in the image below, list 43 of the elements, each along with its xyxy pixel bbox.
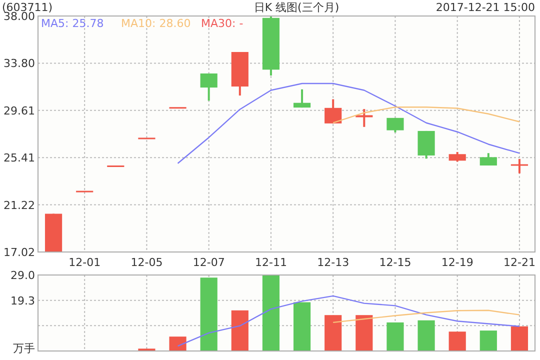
chart-title: 日K 线图(三个月) — [254, 1, 340, 14]
bar — [510, 326, 528, 351]
bar — [480, 330, 497, 351]
ytick: 21.22 — [4, 198, 35, 212]
ytick: 29.61 — [4, 104, 35, 118]
ytick: 万手 — [13, 342, 35, 355]
bar — [386, 322, 404, 351]
bar — [418, 320, 435, 351]
bar — [324, 315, 342, 351]
bar — [231, 310, 248, 351]
bar — [448, 332, 466, 351]
bar — [262, 275, 280, 351]
candlestick — [480, 152, 497, 166]
ytick: 29.0 — [10, 269, 35, 282]
xtick: 12-07 — [192, 256, 225, 269]
candlestick — [200, 72, 218, 102]
legend: MA10: 28.60 — [121, 17, 191, 30]
candlestick — [510, 158, 528, 174]
ytick: 17.02 — [4, 246, 35, 259]
bar — [200, 278, 218, 351]
candlestick — [356, 108, 373, 128]
ytick: 33.80 — [4, 57, 35, 70]
xtick: 12-13 — [317, 256, 350, 269]
candlestick — [293, 88, 311, 109]
xtick: 12-01 — [68, 256, 101, 269]
text: 2017-12-21 15:00 — [436, 1, 535, 14]
xtick: 12-15 — [379, 256, 412, 269]
legend: MA30: - — [201, 17, 244, 30]
xtick: 12-05 — [130, 256, 163, 269]
line-series — [177, 295, 520, 347]
xtick: 12-21 — [503, 256, 536, 269]
bar — [169, 336, 186, 351]
candlestick — [448, 151, 466, 163]
bar — [356, 315, 373, 351]
candlestick — [386, 116, 404, 134]
ytick: 25.41 — [4, 152, 35, 165]
ytick: 19.3 — [10, 294, 35, 308]
line-series — [177, 82, 520, 164]
legend: MA5: 25.78 — [41, 17, 104, 30]
xtick: 12-19 — [441, 256, 474, 269]
xtick: 12-11 — [254, 256, 287, 269]
line-series — [332, 310, 520, 324]
bar — [293, 302, 311, 351]
